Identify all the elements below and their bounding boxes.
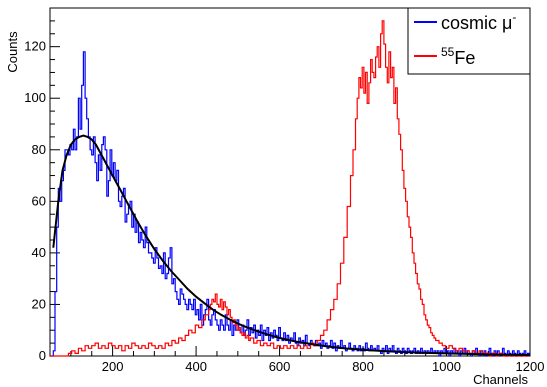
legend-cosmic-main: cosmic μ (441, 13, 512, 33)
fit-curve (52, 134, 531, 356)
y-tick-label: 0 (39, 348, 46, 363)
legend-box (407, 7, 531, 75)
x-tick-label: 1000 (432, 359, 461, 374)
legend-fe-sup: 55 (441, 45, 455, 59)
y-tick-label: 40 (32, 245, 46, 260)
x-tick-label: 1200 (516, 359, 545, 374)
cosmic-muon-histogram (50, 51, 530, 357)
x-tick-label: 200 (102, 359, 124, 374)
x-tick-label: 400 (185, 359, 207, 374)
legend-cosmic-label: cosmic μ- (441, 10, 516, 33)
fe55-histogram (50, 20, 530, 357)
x-tick-label: 800 (352, 359, 374, 374)
y-tick-label: 60 (32, 193, 46, 208)
y-tick-label: 20 (32, 296, 46, 311)
y-axis-label: Counts (5, 31, 20, 73)
legend: cosmic μ- 55Fe (407, 7, 531, 75)
x-tick-label: 600 (269, 359, 291, 374)
x-axis-label: Channels (473, 372, 528, 387)
series-layer (50, 20, 531, 357)
legend-cosmic-sup: - (512, 10, 516, 24)
legend-fe-label: 55Fe (441, 45, 475, 68)
y-axis: 0 20 40 60 80 100 120 (24, 7, 60, 363)
y-tick-label: 120 (24, 39, 46, 54)
plot-frame (49, 7, 531, 357)
y-tick-label: 100 (24, 90, 46, 105)
y-tick-label: 80 (32, 142, 46, 157)
legend-fe-main: Fe (454, 48, 475, 68)
